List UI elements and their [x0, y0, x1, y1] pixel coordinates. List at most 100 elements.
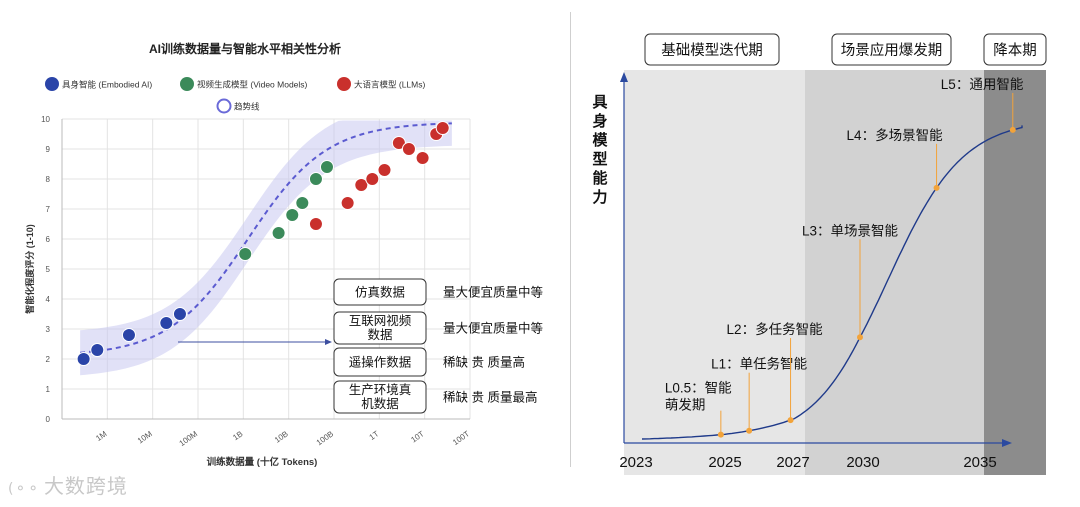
- phase-label-box: [983, 33, 1047, 66]
- x-tick-label: 1M: [94, 429, 109, 443]
- y-tick-label: 8: [46, 175, 51, 184]
- phase-background: [805, 70, 984, 475]
- watermark: (⚬⚬ 大数跨境: [8, 470, 128, 499]
- milestone-label: L4：多场景智能: [847, 127, 943, 143]
- milestone-label: L5：通用智能: [941, 77, 1024, 92]
- chart-title: AI训练数据量与智能水平相关性分析: [149, 41, 341, 56]
- data-point: [354, 178, 369, 192]
- watermark-text: 大数跨境: [43, 474, 128, 498]
- milestone-marker: [787, 417, 794, 424]
- milestone-marker: [857, 334, 863, 341]
- data-point: [295, 196, 310, 210]
- legend-marker: [45, 77, 59, 91]
- annotation-box-label: 仿真数据: [355, 285, 405, 300]
- y-tick-label: 2: [46, 355, 51, 364]
- milestone-marker: [717, 431, 724, 438]
- y-axis-label-char: 型: [592, 150, 607, 168]
- data-point: [238, 247, 253, 261]
- panel-divider: [570, 12, 571, 467]
- y-tick-label: 5: [46, 265, 51, 274]
- milestone-label: L1：单任务智能: [711, 357, 807, 372]
- annotation-arrowhead: [325, 339, 332, 345]
- x-tick-label: 10T: [409, 429, 426, 444]
- phase-background: [984, 70, 1046, 475]
- x-tick-label: 2035: [963, 454, 996, 471]
- milestone-label: L2：多任务智能: [727, 321, 823, 337]
- milestone-marker: [1009, 126, 1016, 133]
- data-point: [76, 352, 91, 366]
- x-axis-arrowhead: [1002, 439, 1012, 447]
- y-axis-label-char: 身: [592, 112, 607, 130]
- annotation-box-label: 遥操作数据: [349, 355, 412, 370]
- milestone-marker: [933, 184, 940, 191]
- x-axis-label: 训练数据量 (十亿 Tokens): [207, 456, 318, 468]
- data-point: [172, 307, 187, 321]
- x-tick-label: 2030: [846, 454, 879, 471]
- x-tick-label: 10M: [136, 429, 154, 445]
- annotation-box: [333, 311, 427, 345]
- annotation-note: 量大便宜质量中等: [443, 285, 543, 300]
- y-tick-label: 4: [46, 295, 51, 304]
- y-tick-label: 6: [46, 235, 51, 244]
- milestone-label: 萌发期: [665, 398, 706, 413]
- annotation-box-label: 数据: [367, 327, 392, 342]
- x-tick-label: 2025: [708, 454, 741, 471]
- data-point: [90, 343, 105, 357]
- x-tick-label: 2027: [776, 454, 809, 471]
- annotation-box: [333, 278, 427, 306]
- x-tick-label: 1B: [231, 429, 244, 442]
- phase-label-box: [831, 33, 952, 66]
- data-point: [285, 208, 300, 222]
- watermark-logo-icon: (⚬⚬: [8, 481, 40, 497]
- correlation-chart-panel: AI训练数据量与智能水平相关性分析 具身智能 (Embodied AI) 视频生成模…: [24, 41, 543, 468]
- y-axis-label-char: 模: [592, 131, 608, 149]
- annotation-box-label: 机数据: [361, 396, 399, 411]
- data-point: [377, 163, 392, 177]
- data-point: [365, 172, 380, 186]
- milestone-marker: [746, 427, 753, 434]
- x-tick-label: 100M: [178, 429, 200, 448]
- y-tick-label: 0: [46, 415, 51, 424]
- milestone-label: L0.5：智能: [665, 381, 732, 396]
- annotation-note: 量大便宜质量中等: [443, 321, 543, 336]
- y-tick-label: 10: [41, 115, 50, 124]
- y-axis-arrowhead: [620, 72, 628, 82]
- legend-marker: [337, 77, 351, 91]
- data-point: [308, 172, 323, 186]
- trend-confidence-band: [80, 120, 452, 376]
- y-tick-label: 3: [46, 325, 51, 334]
- y-axis-label: 智能化程度评分 (1-10): [24, 224, 35, 314]
- data-point: [308, 217, 323, 231]
- y-tick-label: 1: [46, 385, 51, 394]
- x-tick-label: 100T: [451, 429, 471, 447]
- annotation-note: 稀缺 贵 质量高: [443, 355, 525, 370]
- annotation-box: [333, 380, 427, 414]
- legend-label: 大语言模型 (LLMs): [354, 80, 425, 90]
- data-point: [401, 142, 416, 156]
- x-tick-label: 1T: [368, 429, 381, 442]
- data-point: [435, 121, 450, 135]
- capability-curve: [641, 125, 1023, 440]
- phase-background: [624, 70, 805, 475]
- y-axis-label-char: 具: [592, 94, 607, 111]
- y-tick-label: 9: [46, 145, 51, 154]
- legend-label: 趋势线: [234, 102, 260, 112]
- legend-marker: [216, 98, 232, 114]
- data-point: [319, 160, 334, 174]
- y-axis-label-char: 力: [592, 188, 607, 206]
- y-axis-label-char: 能: [592, 169, 607, 187]
- legend-marker: [180, 77, 194, 91]
- annotation-box: [333, 347, 427, 377]
- data-point: [340, 196, 355, 210]
- trend-line: [80, 122, 452, 354]
- annotation-box-label: 生产环境真: [349, 382, 412, 397]
- annotation-note: 稀缺 贵 质量最高: [443, 390, 537, 405]
- phase-label: 基础模型迭代期: [661, 42, 763, 59]
- x-tick-label: 2023: [619, 454, 652, 471]
- data-point: [415, 151, 430, 165]
- data-point: [159, 316, 174, 330]
- data-point: [121, 328, 136, 342]
- phase-label: 降本期: [993, 42, 1037, 59]
